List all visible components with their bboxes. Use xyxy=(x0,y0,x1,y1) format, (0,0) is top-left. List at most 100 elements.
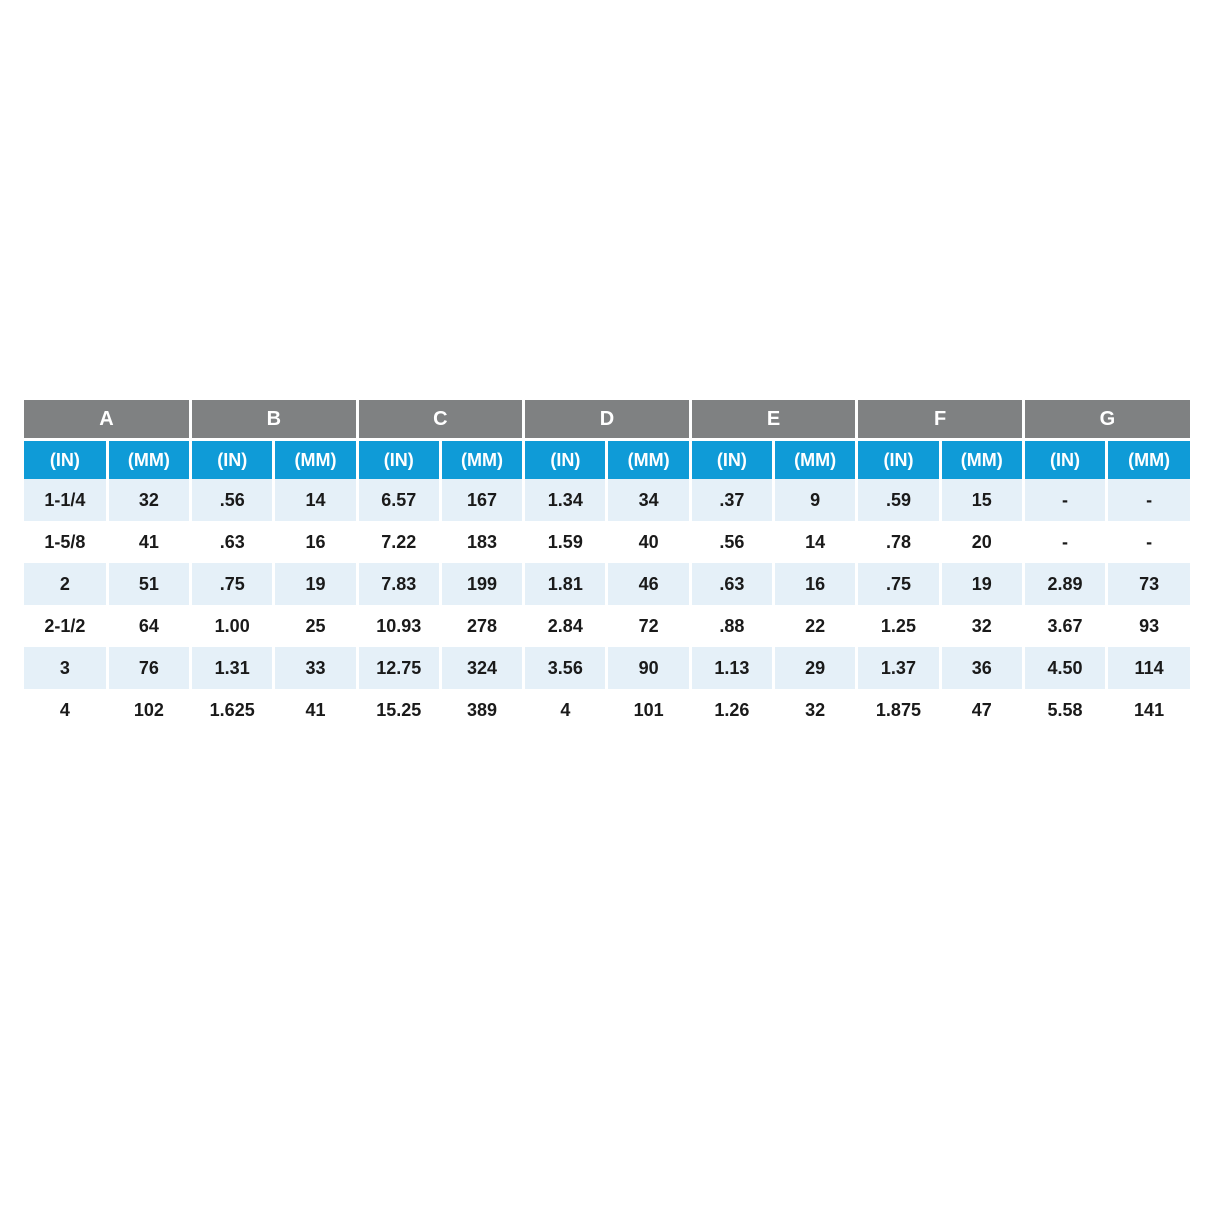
table-cell: 7.83 xyxy=(357,563,440,605)
unit-header-row: (IN) (MM) (IN) (MM) (IN) (MM) (IN) (MM) … xyxy=(24,440,1190,480)
col-unit: (IN) xyxy=(857,440,940,480)
col-group: E xyxy=(690,400,857,440)
table-cell: 3.67 xyxy=(1023,605,1106,647)
table-cell: 46 xyxy=(607,563,690,605)
table-cell: 34 xyxy=(607,479,690,521)
table-cell: 12.75 xyxy=(357,647,440,689)
table-cell: .75 xyxy=(191,563,274,605)
table-cell: 2-1/2 xyxy=(24,605,107,647)
table-cell: 19 xyxy=(274,563,357,605)
table-cell: 167 xyxy=(440,479,523,521)
table-cell: 5.58 xyxy=(1023,689,1106,731)
table-row: 2-1/2641.002510.932782.8472.88221.25323.… xyxy=(24,605,1190,647)
table-cell: 33 xyxy=(274,647,357,689)
table-cell: 32 xyxy=(107,479,190,521)
table-cell: 41 xyxy=(274,689,357,731)
table-cell: 29 xyxy=(774,647,857,689)
col-unit: (IN) xyxy=(690,440,773,480)
col-unit: (MM) xyxy=(1107,440,1190,480)
table-cell: 7.22 xyxy=(357,521,440,563)
dimensions-table: A B C D E F G (IN) (MM) (IN) (MM) (IN) (… xyxy=(24,400,1190,731)
table-cell: 32 xyxy=(940,605,1023,647)
table-cell: .63 xyxy=(690,563,773,605)
table-cell: 1.37 xyxy=(857,647,940,689)
table-cell: 90 xyxy=(607,647,690,689)
table-cell: 2.89 xyxy=(1023,563,1106,605)
table-cell: 19 xyxy=(940,563,1023,605)
table-cell: .75 xyxy=(857,563,940,605)
group-header-row: A B C D E F G xyxy=(24,400,1190,440)
col-unit: (MM) xyxy=(274,440,357,480)
table-cell: 15 xyxy=(940,479,1023,521)
table-cell: 4 xyxy=(24,689,107,731)
col-unit: (MM) xyxy=(107,440,190,480)
table-cell: 14 xyxy=(774,521,857,563)
table-cell: 76 xyxy=(107,647,190,689)
table-cell: 51 xyxy=(107,563,190,605)
table-cell: 183 xyxy=(440,521,523,563)
table-row: 1-5/841.63167.221831.5940.5614.7820-- xyxy=(24,521,1190,563)
table-row: 251.75197.831991.8146.6316.75192.8973 xyxy=(24,563,1190,605)
table-cell: 389 xyxy=(440,689,523,731)
table-row: 3761.313312.753243.56901.13291.37364.501… xyxy=(24,647,1190,689)
table-cell: 4 xyxy=(524,689,607,731)
table-cell: .59 xyxy=(857,479,940,521)
table-cell: 25 xyxy=(274,605,357,647)
col-group: A xyxy=(24,400,191,440)
table-cell: 36 xyxy=(940,647,1023,689)
table-cell: 41 xyxy=(107,521,190,563)
table-cell: 1-5/8 xyxy=(24,521,107,563)
table-cell: .78 xyxy=(857,521,940,563)
table-cell: 1-1/4 xyxy=(24,479,107,521)
table-cell: .56 xyxy=(191,479,274,521)
table-cell: .63 xyxy=(191,521,274,563)
col-group: G xyxy=(1023,400,1190,440)
table-cell: 1.13 xyxy=(690,647,773,689)
table-cell: 14 xyxy=(274,479,357,521)
table-cell: 102 xyxy=(107,689,190,731)
table-cell: 278 xyxy=(440,605,523,647)
col-group: D xyxy=(524,400,691,440)
table-cell: 1.00 xyxy=(191,605,274,647)
table-cell: 15.25 xyxy=(357,689,440,731)
table-cell: 1.875 xyxy=(857,689,940,731)
table-body: 1-1/432.56146.571671.3434.379.5915--1-5/… xyxy=(24,479,1190,731)
table-cell: 3 xyxy=(24,647,107,689)
col-unit: (IN) xyxy=(1023,440,1106,480)
table-cell: .56 xyxy=(690,521,773,563)
table-cell: 324 xyxy=(440,647,523,689)
col-unit: (IN) xyxy=(524,440,607,480)
col-unit: (IN) xyxy=(191,440,274,480)
table-cell: 141 xyxy=(1107,689,1190,731)
table-cell: 1.59 xyxy=(524,521,607,563)
table-cell: 6.57 xyxy=(357,479,440,521)
table-cell: - xyxy=(1107,479,1190,521)
table-cell: 47 xyxy=(940,689,1023,731)
col-group: B xyxy=(191,400,358,440)
table-cell: 64 xyxy=(107,605,190,647)
table-cell: 16 xyxy=(274,521,357,563)
table-cell: 1.26 xyxy=(690,689,773,731)
table-cell: 2.84 xyxy=(524,605,607,647)
col-unit: (IN) xyxy=(357,440,440,480)
table-cell: - xyxy=(1023,521,1106,563)
table-cell: 199 xyxy=(440,563,523,605)
table-cell: 72 xyxy=(607,605,690,647)
col-unit: (MM) xyxy=(774,440,857,480)
table-cell: - xyxy=(1023,479,1106,521)
table-cell: 2 xyxy=(24,563,107,605)
table-cell: 93 xyxy=(1107,605,1190,647)
col-unit: (MM) xyxy=(607,440,690,480)
table-cell: 10.93 xyxy=(357,605,440,647)
table-cell: 1.34 xyxy=(524,479,607,521)
table-cell: .88 xyxy=(690,605,773,647)
table-cell: 1.25 xyxy=(857,605,940,647)
table-cell: 1.31 xyxy=(191,647,274,689)
table-cell: 1.81 xyxy=(524,563,607,605)
table-cell: 73 xyxy=(1107,563,1190,605)
table-cell: - xyxy=(1107,521,1190,563)
col-group: C xyxy=(357,400,524,440)
col-unit: (IN) xyxy=(24,440,107,480)
table-cell: 4.50 xyxy=(1023,647,1106,689)
table-cell: 3.56 xyxy=(524,647,607,689)
